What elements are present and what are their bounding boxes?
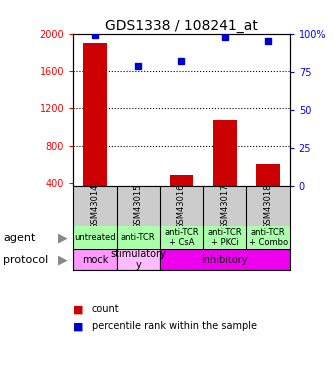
Text: protocol: protocol [3, 255, 49, 265]
Text: untreated: untreated [74, 233, 116, 242]
Text: inhibitory: inhibitory [201, 255, 248, 265]
Text: GSM43014: GSM43014 [90, 183, 100, 229]
Text: anti-TCR: anti-TCR [121, 233, 156, 242]
Text: GSM43018: GSM43018 [263, 183, 273, 229]
Bar [73, 249, 117, 270]
Title: GDS1338 / 108241_at: GDS1338 / 108241_at [105, 19, 258, 33]
Bar [117, 249, 160, 270]
Text: agent: agent [3, 232, 36, 243]
Text: GSM43016: GSM43016 [177, 183, 186, 229]
Text: GSM43017: GSM43017 [220, 183, 229, 229]
Text: anti-TCR
+ Combo: anti-TCR + Combo [248, 228, 288, 247]
Text: percentile rank within the sample: percentile rank within the sample [92, 321, 256, 331]
Bar [83, 43, 107, 186]
Bar [256, 165, 280, 186]
Text: anti-TCR
+ PKCi: anti-TCR + PKCi [207, 228, 242, 247]
Bar [213, 120, 237, 186]
Text: ■: ■ [73, 304, 84, 314]
Bar [169, 175, 193, 186]
Text: count: count [92, 304, 119, 314]
Text: anti-TCR
+ CsA: anti-TCR + CsA [164, 228, 199, 247]
Text: mock: mock [82, 255, 108, 265]
Text: ▶: ▶ [59, 253, 68, 266]
Text: ■: ■ [73, 321, 84, 331]
Text: ▶: ▶ [59, 231, 68, 244]
Bar [160, 249, 290, 270]
Text: GSM43015: GSM43015 [134, 183, 143, 229]
Text: stimulatory
y: stimulatory y [110, 249, 166, 270]
